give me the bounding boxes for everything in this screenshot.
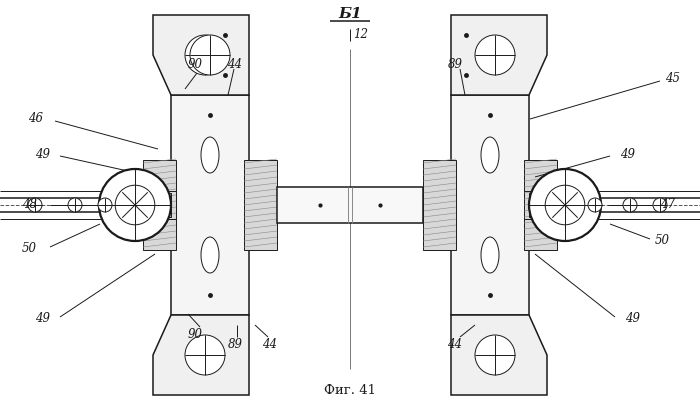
Circle shape: [99, 169, 171, 241]
Text: 46: 46: [28, 112, 43, 126]
Ellipse shape: [481, 237, 499, 273]
Text: 89: 89: [228, 337, 242, 351]
Polygon shape: [451, 95, 529, 315]
Circle shape: [545, 185, 584, 225]
Polygon shape: [451, 15, 547, 95]
Text: 49: 49: [625, 312, 640, 326]
Circle shape: [588, 198, 602, 212]
Polygon shape: [524, 160, 557, 250]
Text: 49: 49: [35, 312, 50, 326]
Text: Фиг. 41: Фиг. 41: [324, 384, 376, 398]
Circle shape: [98, 198, 112, 212]
Polygon shape: [153, 15, 249, 95]
Polygon shape: [244, 160, 277, 250]
Ellipse shape: [481, 137, 499, 173]
Text: 90: 90: [188, 58, 202, 70]
Circle shape: [653, 198, 667, 212]
Text: 49: 49: [620, 148, 635, 160]
Bar: [277, 187, 423, 223]
Ellipse shape: [201, 237, 219, 273]
Polygon shape: [451, 315, 547, 395]
Circle shape: [190, 35, 230, 75]
Polygon shape: [423, 160, 456, 250]
Text: 48: 48: [22, 198, 37, 211]
Polygon shape: [143, 160, 176, 250]
Circle shape: [116, 185, 155, 225]
Circle shape: [185, 35, 225, 75]
Ellipse shape: [201, 137, 219, 173]
Circle shape: [623, 198, 637, 212]
Text: 50: 50: [22, 243, 37, 256]
Bar: [529, 193, 557, 217]
Text: 47: 47: [660, 198, 675, 211]
Polygon shape: [171, 95, 249, 315]
Circle shape: [475, 335, 515, 375]
Text: Б1: Б1: [338, 7, 362, 21]
Text: 44: 44: [447, 337, 463, 351]
Text: 44: 44: [262, 337, 277, 351]
Circle shape: [68, 198, 82, 212]
Circle shape: [475, 35, 515, 75]
Text: 90: 90: [188, 328, 202, 341]
Text: 12: 12: [353, 29, 368, 41]
Bar: [143, 193, 171, 217]
Text: 45: 45: [665, 72, 680, 85]
Circle shape: [28, 198, 42, 212]
Text: 49: 49: [35, 148, 50, 160]
Circle shape: [185, 335, 225, 375]
Text: 44: 44: [228, 58, 242, 70]
Circle shape: [529, 169, 601, 241]
Text: 50: 50: [655, 234, 670, 247]
Text: 89: 89: [447, 58, 463, 70]
Polygon shape: [153, 315, 249, 395]
